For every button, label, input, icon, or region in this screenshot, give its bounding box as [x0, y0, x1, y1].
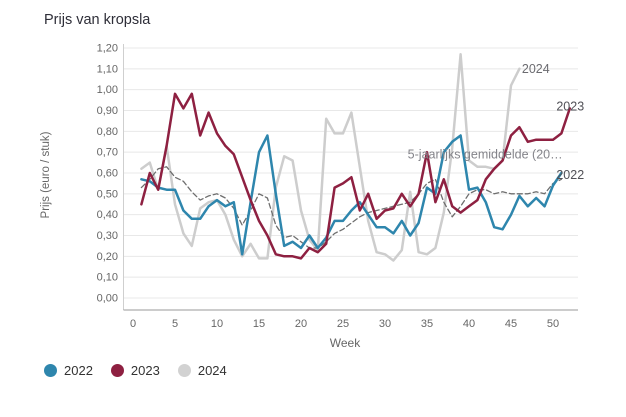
- legend-dot-2024: [177, 364, 191, 377]
- y-tick-label: 0,00: [97, 293, 118, 305]
- y-tick-label: 0,20: [97, 251, 118, 263]
- y-tick-label: 0,40: [97, 209, 118, 221]
- series-label-2023: 2023: [556, 99, 584, 113]
- series-label-5-ja: 5-jaarlijks gemiddelde (20…: [408, 147, 563, 161]
- x-tick-label: 40: [463, 318, 475, 330]
- x-tick-label: 45: [505, 318, 517, 330]
- y-axis-title: Prijs (euro / stuk): [40, 131, 52, 218]
- chart-legend: 2022 2023 2024: [44, 363, 227, 378]
- x-tick-label: 25: [337, 318, 349, 330]
- legend-label: 2023: [130, 363, 160, 378]
- x-axis-title: Week: [330, 336, 361, 350]
- y-tick-label: 1,10: [97, 63, 118, 75]
- legend-item-2024[interactable]: 2024: [177, 363, 227, 378]
- series-line-5-jaarlijks-gemiddelde-20-: [140, 166, 563, 249]
- y-tick-label: 0,80: [97, 126, 118, 138]
- series-line-2022: [140, 134, 563, 256]
- y-tick-label: 0,60: [97, 168, 118, 180]
- x-tick-label: 30: [379, 318, 391, 330]
- legend-label: 2022: [64, 363, 93, 378]
- legend-item-2023[interactable]: 2023: [110, 363, 160, 378]
- x-tick-label: 20: [295, 318, 307, 330]
- y-tick-label: 0,50: [97, 188, 118, 200]
- y-tick-label: 0,10: [97, 272, 118, 284]
- x-tick-label: 35: [421, 318, 433, 330]
- y-tick-label: 0,30: [97, 230, 118, 242]
- legend-dot-2023: [110, 364, 124, 377]
- chart-title: Prijs van kropsla: [44, 12, 151, 28]
- x-tick-label: 15: [253, 318, 265, 330]
- x-tick-label: 5: [172, 318, 178, 330]
- y-tick-label: 0,90: [97, 105, 118, 117]
- y-tick-label: 0,70: [97, 147, 118, 159]
- y-tick-label: 1,00: [97, 84, 118, 96]
- legend-dot-2022: [44, 364, 57, 377]
- series-line-2024: [140, 53, 521, 262]
- series-label-2022: 2022: [556, 168, 584, 182]
- legend-label: 2024: [197, 363, 227, 378]
- x-tick-label: 10: [211, 318, 223, 330]
- x-tick-label: 0: [130, 318, 136, 330]
- series-line-2023: [140, 92, 572, 260]
- series-label-2024: 2024: [522, 62, 550, 76]
- legend-item-2022[interactable]: 2022: [44, 363, 93, 378]
- y-tick-label: 1,20: [97, 43, 118, 55]
- x-tick-label: 50: [547, 318, 559, 330]
